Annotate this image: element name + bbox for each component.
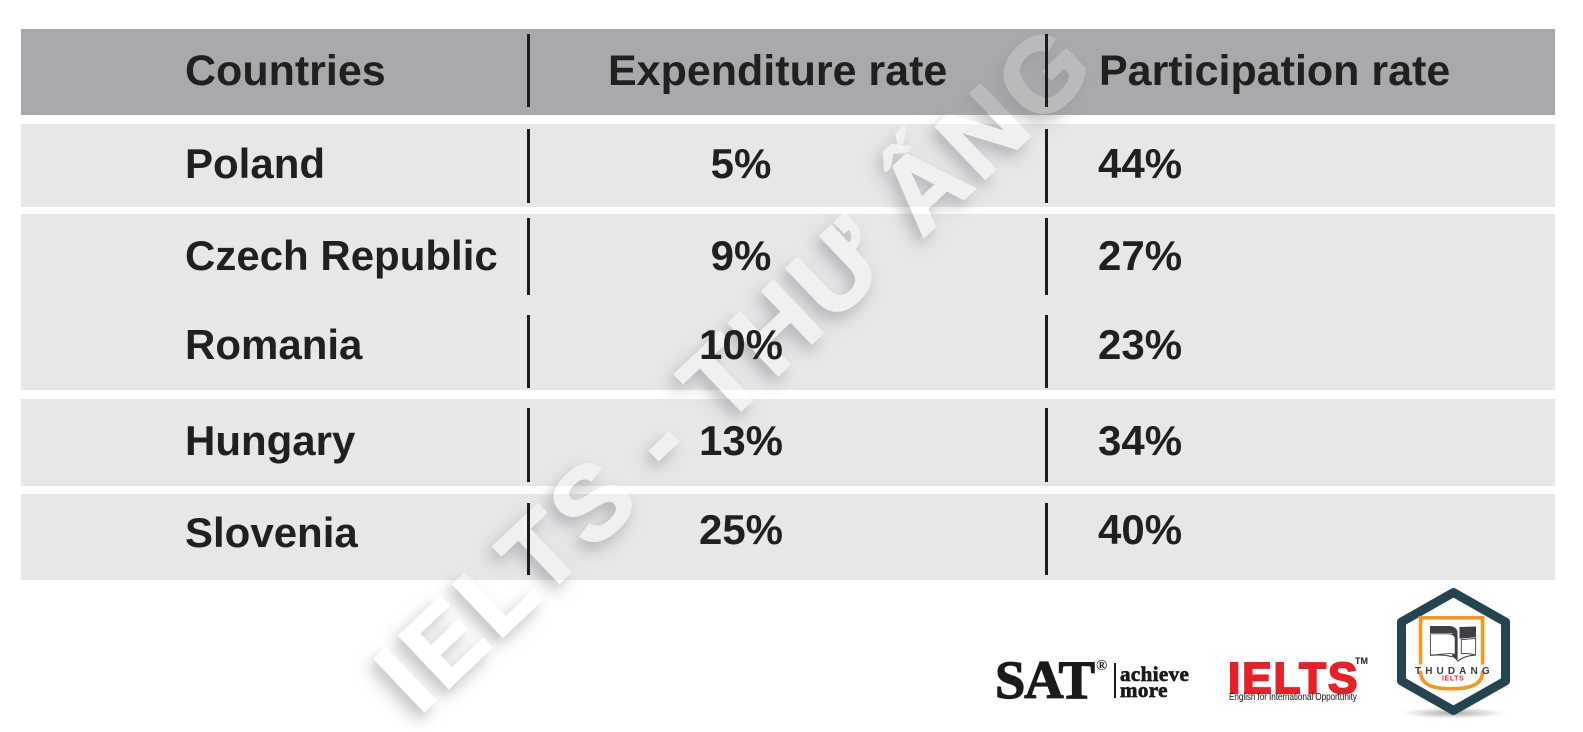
svg-text:THUDANG: THUDANG bbox=[1415, 666, 1494, 677]
svg-text:IELTS: IELTS bbox=[1442, 676, 1464, 683]
